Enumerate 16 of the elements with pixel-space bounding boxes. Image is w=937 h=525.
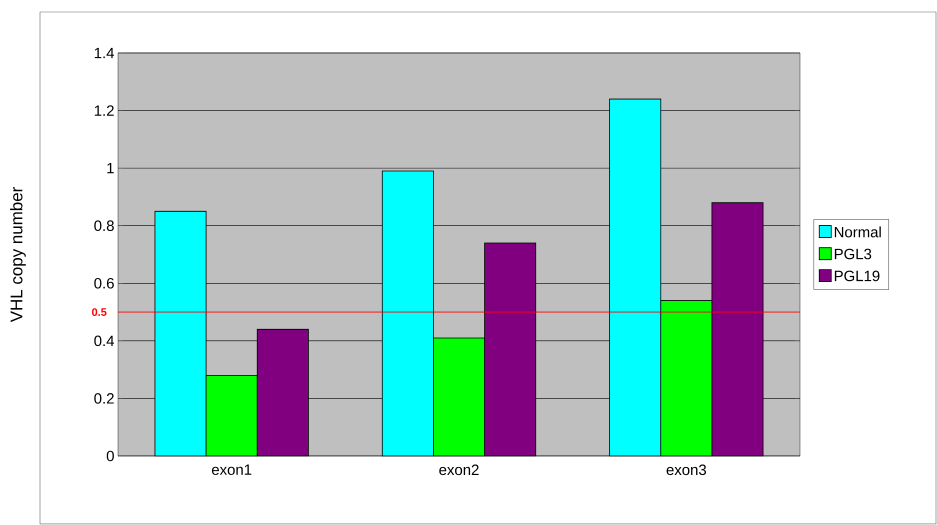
legend-label: Normal [834,226,881,238]
y-tick-label: 0.2 [94,393,114,404]
y-tick-label: 1.2 [94,105,114,116]
x-tick-label: exon1 [212,464,252,475]
y-tick-label: 1.4 [94,48,114,58]
y-tick-label: 1 [107,162,114,174]
y-tick-label: 0.8 [94,220,114,231]
x-tick-label: exon3 [666,464,706,476]
x-tick-label: exon2 [439,464,479,476]
y-tick-label: 0 [106,450,114,462]
ref-line-label: 0.5 [92,308,106,316]
legend-label: PGL19 [834,270,880,282]
y-axis-title: VHL copy number [10,187,26,322]
y-tick-label: 0.6 [94,278,114,289]
legend-label: PGL3 [834,248,872,260]
y-tick-label: 0.4 [94,336,114,346]
